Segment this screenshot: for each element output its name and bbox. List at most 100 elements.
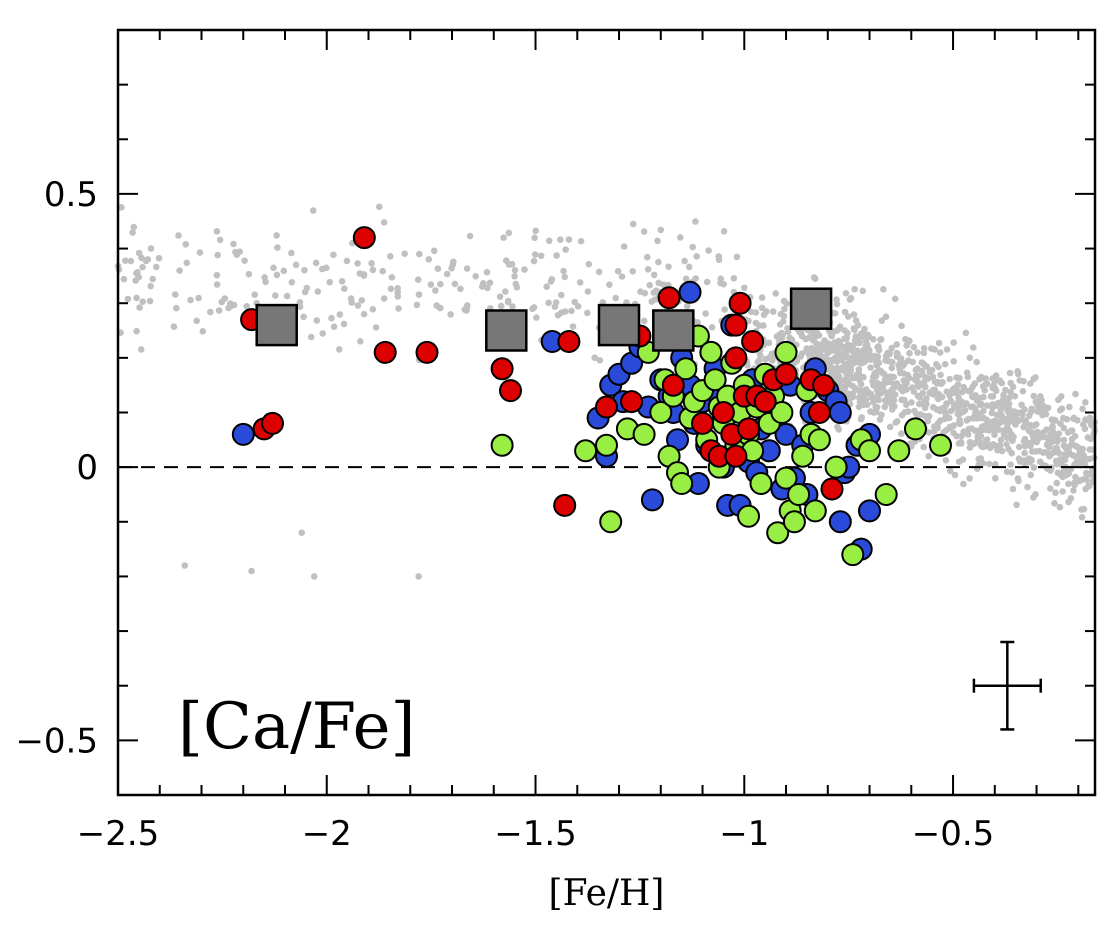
background-star-point xyxy=(985,460,993,468)
background-star-point xyxy=(1039,429,1047,437)
x-tick-label: −0.5 xyxy=(912,814,995,854)
background-star-point xyxy=(147,282,154,290)
background-star-point xyxy=(303,284,311,292)
background-star-point xyxy=(245,270,253,278)
background-star-point xyxy=(881,397,889,404)
background-star-point xyxy=(618,273,626,280)
background-star-point xyxy=(273,271,281,279)
background-star-point xyxy=(896,366,903,373)
background-star-point xyxy=(906,374,913,382)
background-star-point xyxy=(962,329,970,337)
background-star-point xyxy=(1006,369,1014,377)
background-star-point xyxy=(357,338,364,345)
red-star-point xyxy=(373,340,397,364)
background-star-point xyxy=(655,279,662,287)
background-star-point xyxy=(629,268,636,275)
red-star-point xyxy=(261,411,284,435)
background-star-point xyxy=(644,266,652,273)
red-star-point xyxy=(741,330,765,353)
background-star-point xyxy=(591,354,598,362)
background-star-point xyxy=(215,307,223,314)
background-star-point xyxy=(969,393,977,401)
background-star-point xyxy=(307,333,315,341)
background-star-point xyxy=(1027,380,1034,387)
background-star-point xyxy=(1032,398,1040,406)
background-star-point xyxy=(360,272,368,280)
green-star-point xyxy=(887,439,911,463)
background-star-point xyxy=(243,303,250,310)
background-star-point xyxy=(584,309,591,317)
background-star-point xyxy=(769,308,777,315)
background-star-point xyxy=(561,273,569,281)
background-star-point xyxy=(595,268,603,276)
background-star-point xyxy=(614,267,622,275)
background-star-point xyxy=(1078,514,1086,521)
background-star-point xyxy=(914,381,922,389)
background-star-point xyxy=(958,432,965,440)
background-star-point xyxy=(358,297,366,304)
background-star-point xyxy=(685,263,693,271)
background-star-point xyxy=(974,433,981,441)
background-star-point xyxy=(836,344,844,351)
background-star-point xyxy=(182,241,189,248)
background-star-point xyxy=(133,294,140,302)
background-star-point xyxy=(966,444,974,451)
background-star-point xyxy=(472,273,480,280)
background-star-point xyxy=(966,354,974,362)
background-star-point xyxy=(1032,491,1039,498)
background-star-point xyxy=(692,218,699,225)
background-star-point xyxy=(124,295,132,303)
background-star-point xyxy=(313,317,321,324)
background-star-point xyxy=(511,266,519,274)
background-star-point xyxy=(1065,480,1072,488)
background-star-point xyxy=(968,425,975,432)
background-star-point xyxy=(273,232,280,239)
red-star-point xyxy=(657,286,681,310)
background-star-point xyxy=(910,388,918,395)
background-star-point xyxy=(565,236,573,243)
background-star-point xyxy=(149,275,156,283)
background-star-point xyxy=(860,373,867,381)
red-star-point xyxy=(724,346,748,370)
background-star-point xyxy=(683,302,691,310)
background-star-point xyxy=(340,320,348,328)
background-star-point xyxy=(966,438,974,446)
background-star-point xyxy=(1071,479,1078,487)
green-star-point xyxy=(904,417,927,441)
background-star-point xyxy=(655,258,662,266)
blue-star-point xyxy=(678,280,702,304)
background-star-point xyxy=(850,357,858,365)
background-star-point xyxy=(1047,467,1054,474)
background-star-point xyxy=(989,375,996,382)
background-star-point xyxy=(947,467,954,475)
background-star-point xyxy=(360,310,368,318)
background-star-point xyxy=(841,363,849,370)
background-star-point xyxy=(427,281,435,288)
background-star-point xyxy=(129,229,136,236)
background-star-point xyxy=(871,379,879,387)
background-star-point xyxy=(646,281,653,289)
background-star-point xyxy=(953,400,961,408)
background-star-point xyxy=(925,452,932,460)
background-star-point xyxy=(132,277,139,284)
background-star-point xyxy=(845,368,853,375)
background-star-point xyxy=(984,441,991,448)
background-star-point xyxy=(1079,405,1086,413)
background-star-point xyxy=(983,421,991,429)
background-star-point xyxy=(480,280,487,287)
background-star-point xyxy=(1063,416,1071,423)
tick-labels: −2.5 −2 −1.5 −1 −0.5 −0.5 0 0.5 xyxy=(15,175,994,854)
background-star-point xyxy=(898,396,905,404)
background-star-point xyxy=(509,303,516,310)
background-star-point xyxy=(137,346,145,353)
background-star-point xyxy=(881,378,889,385)
background-star-point xyxy=(336,311,344,318)
background-star-point xyxy=(172,291,179,298)
green-star-point xyxy=(599,510,623,534)
background-star-point xyxy=(640,228,648,235)
background-star-point xyxy=(437,280,444,288)
background-star-point xyxy=(521,266,528,273)
background-star-point xyxy=(943,346,951,353)
background-star-point xyxy=(1057,456,1064,463)
background-star-point xyxy=(833,327,841,334)
